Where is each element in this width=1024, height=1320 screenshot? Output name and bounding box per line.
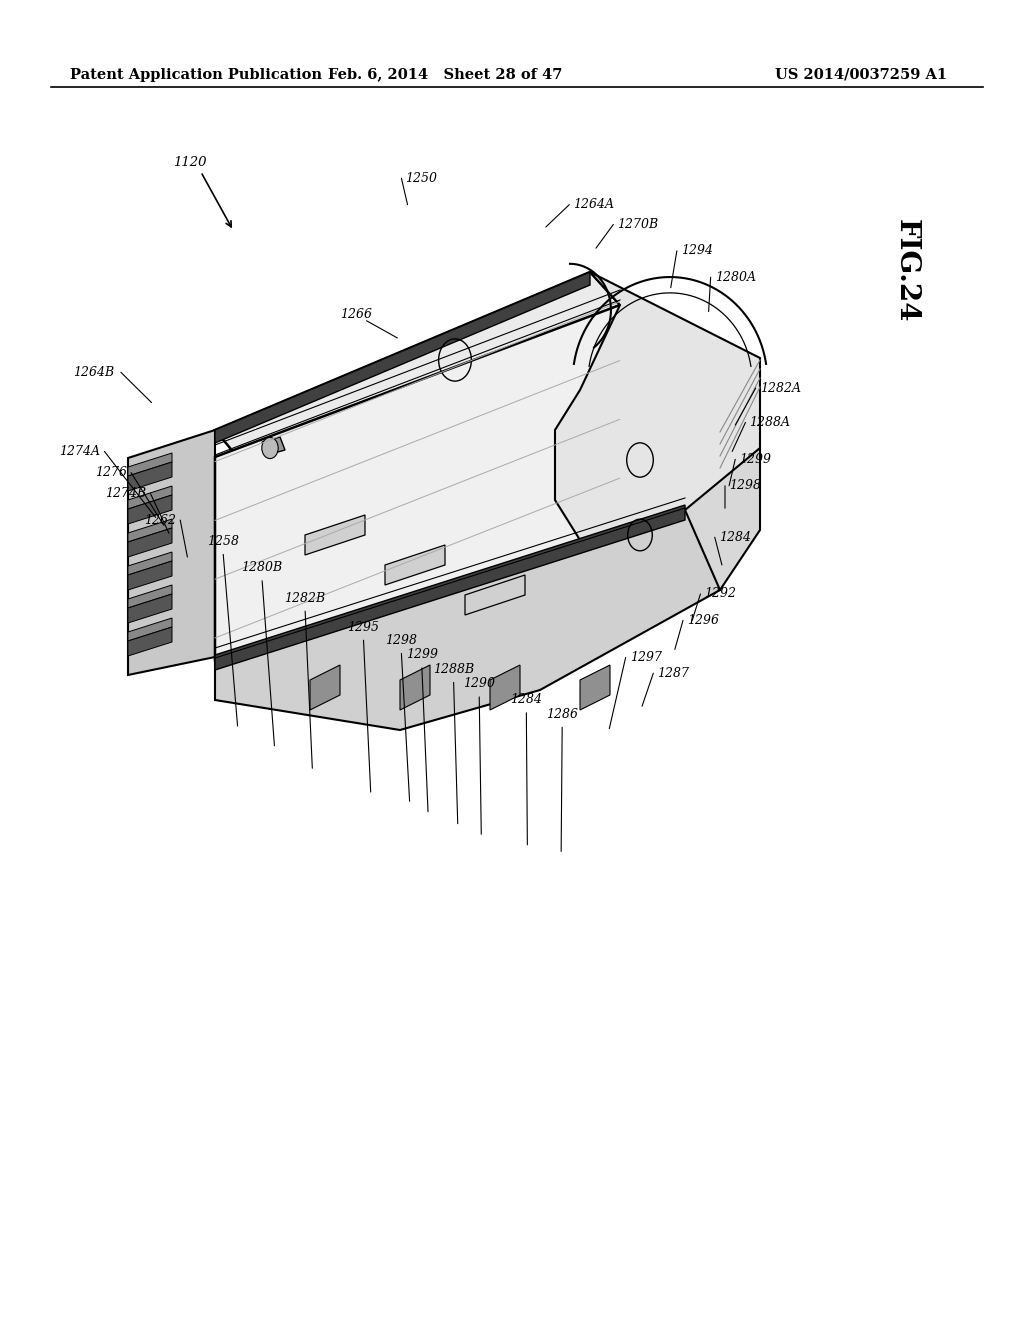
Text: 1276: 1276 <box>95 466 127 479</box>
Text: 1288A: 1288A <box>750 416 791 429</box>
Polygon shape <box>128 486 172 510</box>
Text: 1274B: 1274B <box>105 487 146 500</box>
Text: 1266: 1266 <box>340 308 373 321</box>
Polygon shape <box>128 561 172 590</box>
Text: 1120: 1120 <box>173 156 206 169</box>
Polygon shape <box>305 515 365 554</box>
Polygon shape <box>215 506 685 671</box>
Polygon shape <box>555 272 760 576</box>
Text: 1282A: 1282A <box>760 381 801 395</box>
Polygon shape <box>400 665 430 710</box>
Polygon shape <box>128 594 172 623</box>
Text: 1286: 1286 <box>546 708 579 721</box>
Polygon shape <box>685 447 760 601</box>
Text: US 2014/0037259 A1: US 2014/0037259 A1 <box>775 67 947 82</box>
Text: 1264B: 1264B <box>74 366 115 379</box>
Polygon shape <box>385 545 445 585</box>
Polygon shape <box>128 618 172 642</box>
Text: 1284: 1284 <box>719 531 751 544</box>
Polygon shape <box>128 519 172 543</box>
Circle shape <box>262 437 279 458</box>
Text: 1264A: 1264A <box>573 198 614 211</box>
Text: 1280A: 1280A <box>715 271 756 284</box>
Text: 1280B: 1280B <box>242 561 283 574</box>
Text: 1287: 1287 <box>657 667 689 680</box>
Polygon shape <box>215 510 720 730</box>
Polygon shape <box>128 462 172 491</box>
Polygon shape <box>128 585 172 609</box>
Polygon shape <box>128 552 172 576</box>
Polygon shape <box>215 305 685 660</box>
Text: 1262: 1262 <box>144 513 176 527</box>
Text: FIG.24: FIG.24 <box>893 219 920 322</box>
Polygon shape <box>128 430 215 675</box>
Polygon shape <box>262 437 285 455</box>
Text: 1290: 1290 <box>463 677 496 690</box>
Polygon shape <box>310 665 340 710</box>
Polygon shape <box>128 627 172 656</box>
Text: 1298: 1298 <box>385 634 418 647</box>
Polygon shape <box>580 665 610 710</box>
Text: 1298: 1298 <box>729 479 761 492</box>
Text: 1299: 1299 <box>406 648 438 661</box>
Text: 1270B: 1270B <box>617 218 658 231</box>
Polygon shape <box>465 576 525 615</box>
Text: 1297: 1297 <box>630 651 662 664</box>
Polygon shape <box>215 272 620 459</box>
Text: 1274A: 1274A <box>59 445 100 458</box>
Polygon shape <box>128 453 172 477</box>
Text: 1294: 1294 <box>681 244 713 257</box>
Text: 1295: 1295 <box>347 620 380 634</box>
Text: 1299: 1299 <box>739 453 771 466</box>
Text: 1296: 1296 <box>687 614 719 627</box>
Text: 1258: 1258 <box>207 535 240 548</box>
Text: 1250: 1250 <box>406 172 437 185</box>
Polygon shape <box>128 495 172 524</box>
Polygon shape <box>215 272 590 444</box>
Text: 1288B: 1288B <box>433 663 474 676</box>
Polygon shape <box>128 528 172 557</box>
Polygon shape <box>490 665 520 710</box>
Text: 1292: 1292 <box>705 587 736 601</box>
Text: Feb. 6, 2014   Sheet 28 of 47: Feb. 6, 2014 Sheet 28 of 47 <box>329 67 562 82</box>
Text: 1282B: 1282B <box>285 591 326 605</box>
Text: Patent Application Publication: Patent Application Publication <box>70 67 322 82</box>
Text: 1284: 1284 <box>510 693 543 706</box>
